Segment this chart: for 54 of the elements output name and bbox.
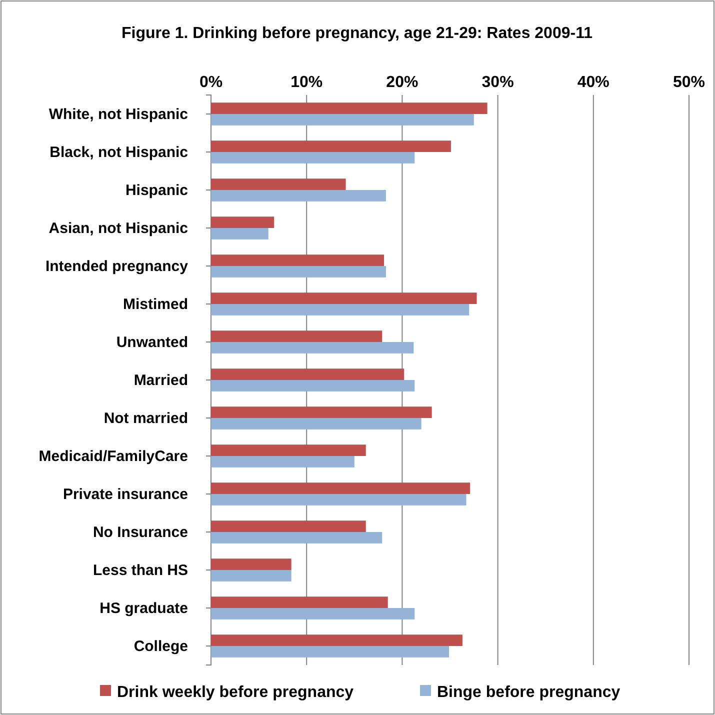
bar [211,190,386,202]
chart-title: Figure 1. Drinking before pregnancy, age 21-29: Rates 2009-11 [122,25,593,42]
y-tick-label: Mistimed [122,296,188,313]
x-tick-label: 20% [386,74,418,91]
bar [211,456,354,468]
y-tick-label: Medicaid/FamilyCare [38,448,188,465]
y-tick-label: No Insurance [92,524,188,541]
bar [211,444,366,456]
bar [211,102,488,114]
bar [211,304,470,316]
y-tick-label: HS graduate [100,600,188,617]
bar [211,178,346,190]
x-tick-label: 30% [482,74,514,91]
bar [211,494,466,506]
bar [211,520,366,532]
bar [211,292,477,304]
y-tick-label: Asian, not Hispanic [48,220,188,237]
bar [211,482,470,494]
bar [211,596,388,608]
bar [211,216,274,228]
bar [211,228,268,240]
y-tick-label: Unwanted [116,334,188,351]
legend-label: Drink weekly before pregnancy [117,684,354,701]
y-tick-label: Not married [104,410,188,427]
y-tick-label: College [134,638,188,655]
bar [211,266,386,278]
bar [211,608,415,620]
x-tick-label: 10% [290,74,323,91]
bar [211,140,451,152]
x-tick-label: 50% [672,74,706,91]
y-tick-label: Hispanic [125,182,188,199]
legend-label: Binge before pregnancy [437,684,620,701]
y-tick-label: Married [134,372,188,389]
bar [211,114,474,126]
x-tick-label: 40% [577,74,610,91]
bar [211,342,414,354]
y-tick-label: Intended pregnancy [45,258,189,275]
bar [211,368,404,380]
bar [211,330,382,342]
bar [211,646,450,658]
bar [211,254,384,266]
bar [211,558,292,570]
x-tick-label: 0% [199,74,223,91]
bar [211,634,462,646]
bar [211,380,415,392]
bar [211,152,415,164]
bar [211,406,432,418]
y-tick-label: Black, not Hispanic [50,144,188,161]
bar [211,418,422,430]
bar [211,532,382,544]
bar [211,570,292,582]
y-tick-label: Private insurance [62,486,188,503]
y-tick-label: Less than HS [92,562,188,579]
y-tick-label: White, not Hispanic [48,106,188,123]
